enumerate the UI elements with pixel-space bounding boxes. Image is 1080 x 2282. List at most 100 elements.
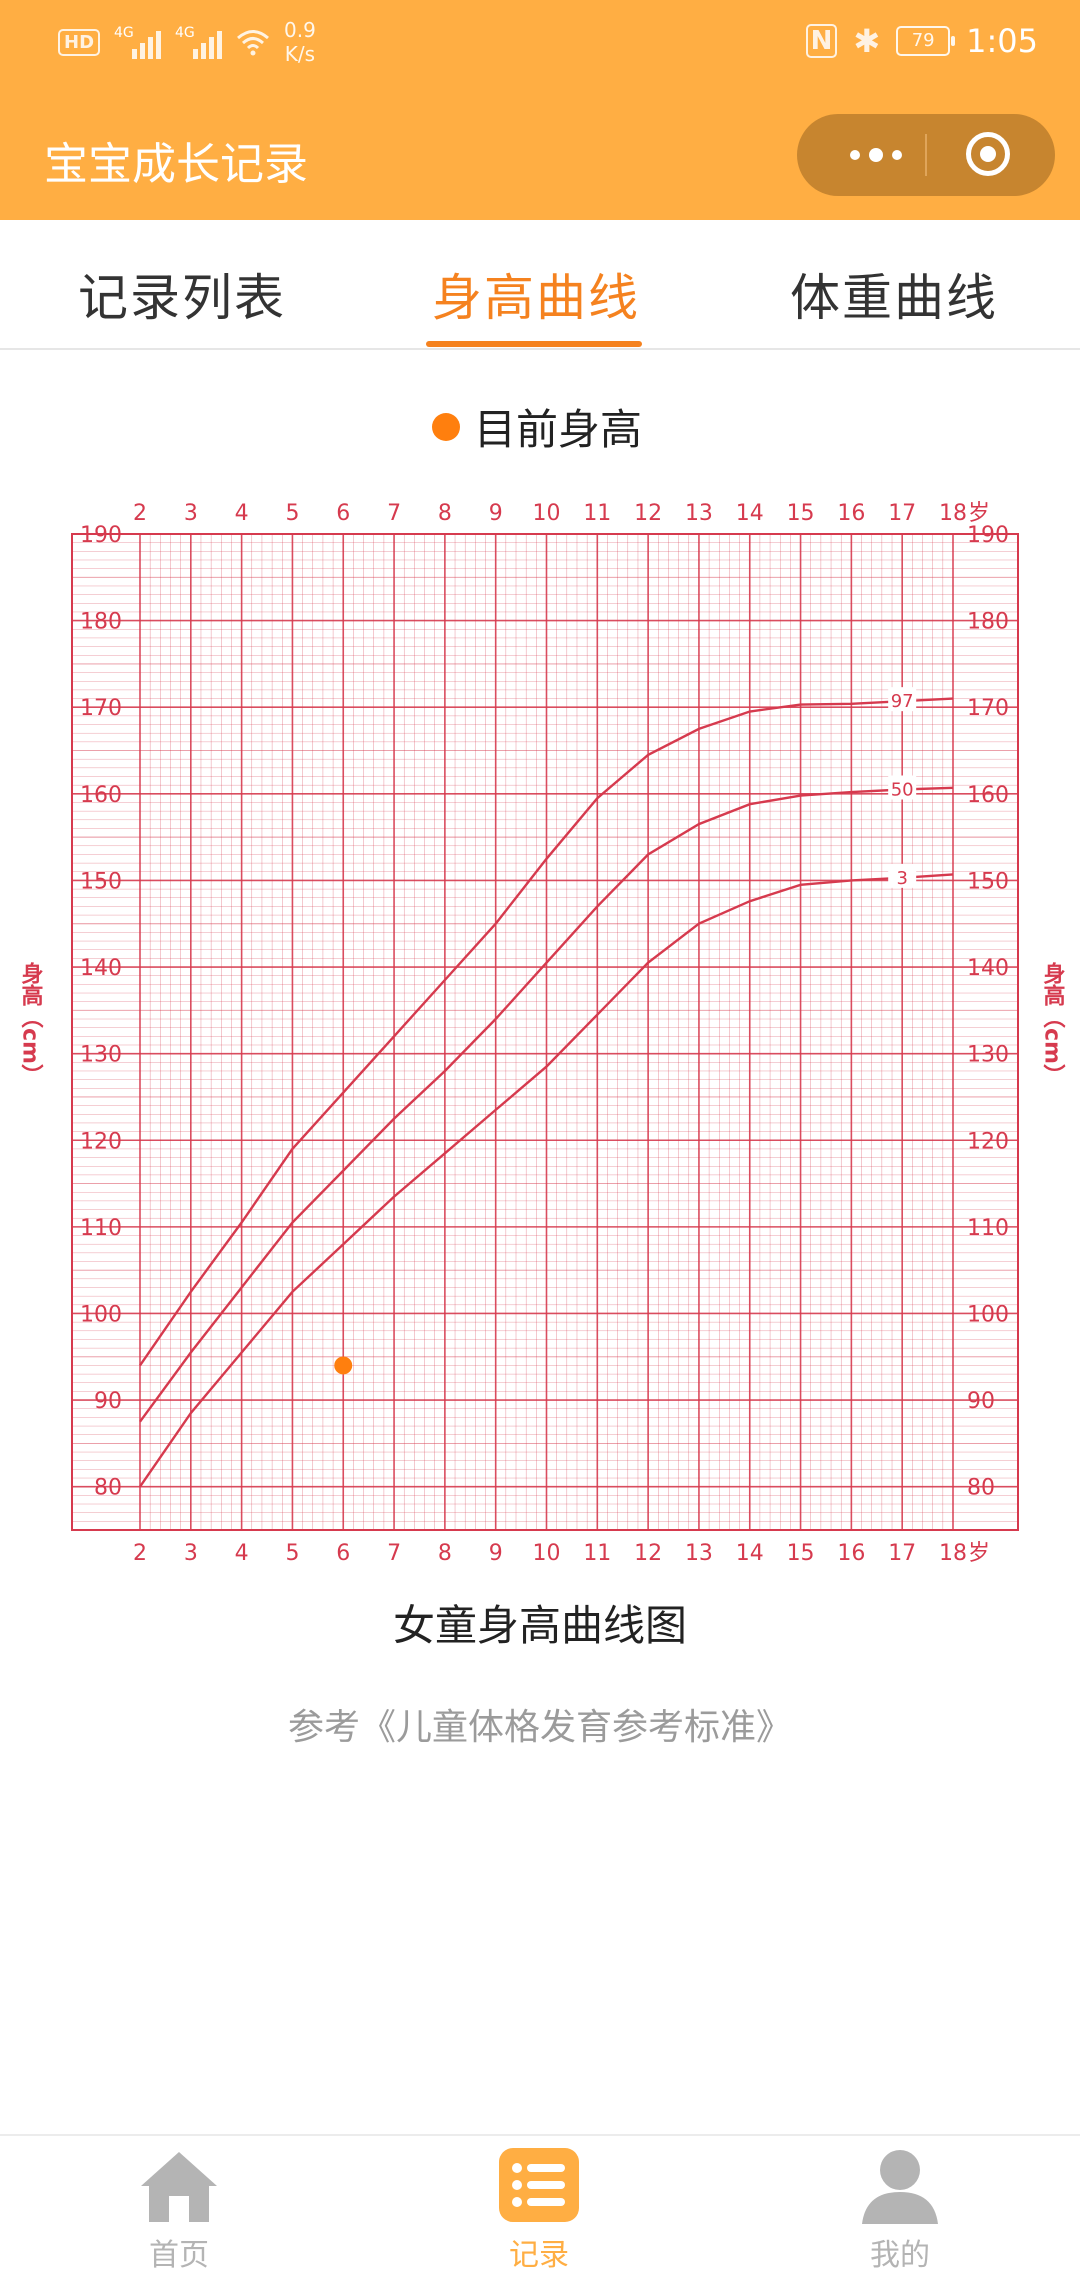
- x-tick-label: 6: [336, 501, 350, 526]
- nav-home-label: 首页: [149, 2238, 209, 2273]
- y-tick-label: 80: [94, 1476, 122, 1501]
- nav-profile[interactable]: 我的: [820, 2146, 980, 2274]
- y-tick-label: 90: [94, 1389, 122, 1414]
- y-tick-label: 100: [967, 1302, 1009, 1327]
- y-tick-label: 130: [967, 1043, 1009, 1068]
- nav-home[interactable]: 首页: [99, 2146, 259, 2274]
- reference-note: 参考《儿童体格发育参考标准》: [287, 1707, 792, 1748]
- x-tick-label: 17: [888, 501, 916, 526]
- tab-weight-curve[interactable]: 体重曲线: [790, 269, 998, 327]
- y-tick-label: 110: [967, 1216, 1009, 1241]
- active-tab-indicator: [426, 341, 642, 347]
- y-tick-label: 140: [80, 956, 122, 981]
- x-tick-label: 16: [837, 501, 865, 526]
- tab-record-list[interactable]: 记录列表: [78, 269, 286, 327]
- x-tick-label: 17: [888, 1541, 916, 1566]
- percentile-curve-3: [139, 873, 954, 1488]
- curve-label-97: 97: [891, 691, 914, 712]
- x-tick-label: 14: [736, 1541, 764, 1566]
- legend-marker: [432, 412, 460, 441]
- x-tick-label: 4: [235, 1541, 249, 1566]
- y-tick-label: 160: [80, 783, 122, 808]
- y-tick-label: 190: [967, 523, 1009, 548]
- x-tick-label: 2: [133, 501, 147, 526]
- y-tick-label: 130: [80, 1043, 122, 1068]
- x-tick-label: 15: [787, 1541, 815, 1566]
- y-tick-label: 140: [967, 956, 1009, 981]
- y-tick-label: 160: [967, 783, 1009, 808]
- x-tick-label: 4: [235, 501, 249, 526]
- y-tick-label: 120: [80, 1129, 122, 1154]
- y-tick-label: 170: [80, 696, 122, 721]
- chart-legend: 目前身高: [432, 396, 642, 457]
- battery-icon: 79: [896, 26, 956, 56]
- signal-icon-2: 4G: [175, 25, 223, 59]
- y-tick-label: 180: [967, 610, 1009, 635]
- nfc-icon: N: [805, 24, 838, 58]
- x-tick-label: 3: [184, 1541, 198, 1566]
- network-speed: 0.9 K/s: [284, 18, 316, 66]
- x-tick-label: 12: [634, 501, 662, 526]
- tab-bar: 记录列表 身高曲线 体重曲线: [0, 220, 1080, 350]
- signal-icon: 4G: [114, 25, 162, 59]
- signal-type-label: 4G: [114, 25, 134, 41]
- y-tick-label: 190: [80, 523, 122, 548]
- x-tick-label: 3: [184, 501, 198, 526]
- x-unit-label: 岁: [968, 501, 990, 526]
- x-tick-label: 11: [583, 1541, 611, 1566]
- more-dot-icon: [892, 150, 902, 160]
- y-tick-label: 100: [80, 1302, 122, 1327]
- curve-label-bg: [888, 775, 917, 800]
- capsule-divider: [925, 134, 927, 176]
- curve-label-50: 50: [891, 779, 914, 800]
- nav-records-label: 记录: [509, 2238, 569, 2273]
- y-tick-label: 90: [967, 1389, 995, 1414]
- clock: 1:05: [966, 22, 1038, 60]
- x-tick-label: 6: [336, 1541, 350, 1566]
- signal-type-label-2: 4G: [175, 25, 195, 41]
- current-height-point: [334, 1356, 353, 1375]
- x-tick-label: 15: [787, 501, 815, 526]
- x-tick-label: 12: [634, 1541, 662, 1566]
- list-icon: [499, 2146, 579, 2226]
- more-dot-icon: [850, 150, 860, 160]
- more-dot-icon: [869, 148, 883, 162]
- x-tick-label: 2: [133, 1541, 147, 1566]
- x-tick-label: 7: [387, 1541, 401, 1566]
- y-tick-label: 110: [80, 1216, 122, 1241]
- x-tick-label: 18: [939, 501, 967, 526]
- user-icon: [860, 2146, 940, 2226]
- home-icon: [139, 2146, 219, 2226]
- x-tick-label: 5: [285, 1541, 299, 1566]
- miniprogram-capsule: [797, 114, 1055, 196]
- y-axis-label-left: 身高（cm）: [18, 961, 44, 1086]
- nav-records[interactable]: 记录: [459, 2146, 619, 2274]
- x-tick-label: 13: [685, 501, 713, 526]
- tab-height-curve[interactable]: 身高曲线: [432, 269, 640, 327]
- x-tick-label: 14: [736, 501, 764, 526]
- network-speed-value: 0.9: [284, 18, 316, 42]
- y-tick-label: 150: [80, 869, 122, 894]
- curve-label-bg: [888, 687, 917, 712]
- y-tick-label: 180: [80, 610, 122, 635]
- percentile-curve-50: [139, 786, 954, 1423]
- y-tick-label: 120: [967, 1129, 1009, 1154]
- x-tick-label: 10: [533, 1541, 561, 1566]
- x-tick-label: 8: [438, 1541, 452, 1566]
- x-tick-label: 18: [939, 1541, 967, 1566]
- bluetooth-icon: ✱: [853, 22, 881, 60]
- network-speed-unit: K/s: [284, 42, 316, 66]
- close-target-icon[interactable]: [966, 132, 1010, 176]
- app-title: 宝宝成长记录: [44, 139, 308, 190]
- x-unit-label: 岁: [968, 1541, 990, 1566]
- height-chart: 2 2 3 3 4 4 5 5 6 6 7 7 8 8 9 9 10 10 11 11 12 12 13 13 14 14 15 15…: [18, 501, 1066, 1566]
- x-tick-label: 7: [387, 501, 401, 526]
- x-tick-label: 8: [438, 501, 452, 526]
- nav-profile-label: 我的: [870, 2238, 930, 2273]
- x-tick-label: 16: [837, 1541, 865, 1566]
- y-tick-label: 80: [967, 1476, 995, 1501]
- bottom-nav: 首页 记录 我的: [0, 2134, 1080, 2282]
- y-axis-label-right: 身高（cm）: [1040, 961, 1066, 1086]
- wifi-icon: [237, 30, 269, 56]
- more-button[interactable]: [827, 114, 925, 196]
